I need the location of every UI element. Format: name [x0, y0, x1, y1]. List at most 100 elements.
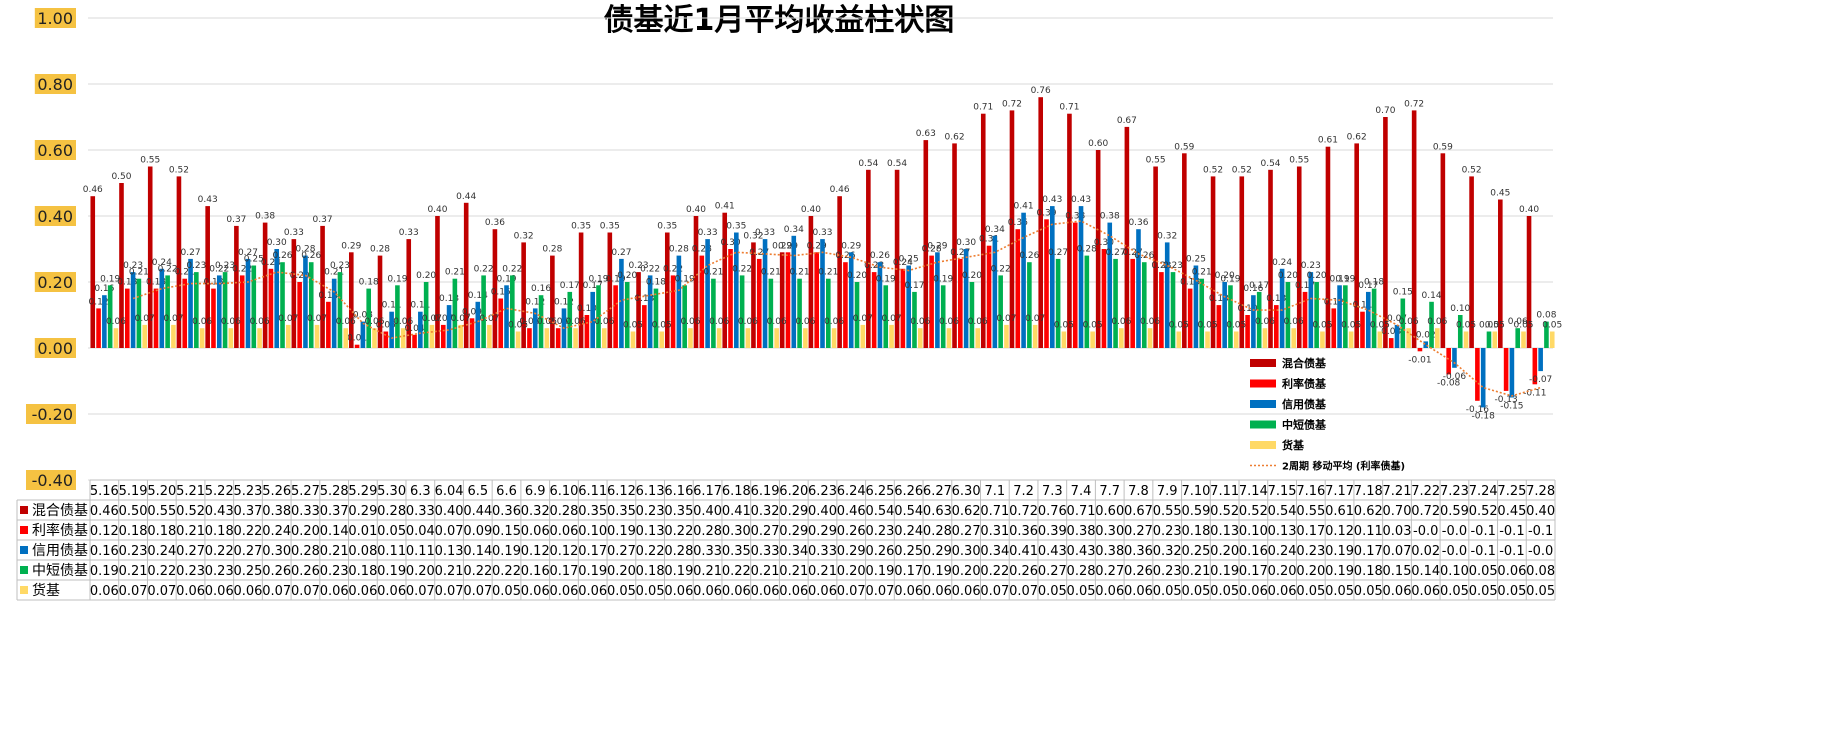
table-value: 0.41	[722, 504, 751, 519]
data-label: 0.19	[606, 274, 626, 284]
data-label: -0.11	[1523, 388, 1546, 398]
data-label: 0.54	[858, 159, 878, 169]
table-category: 7.3	[1042, 484, 1063, 499]
bar	[1509, 348, 1515, 398]
table-value: 0.06	[1124, 584, 1153, 599]
bar	[814, 252, 819, 348]
table-value: 0.05	[1067, 584, 1096, 599]
y-tick-label: -0.40	[32, 471, 73, 490]
table-value: 0.35	[578, 504, 607, 519]
bar	[1044, 219, 1049, 348]
table-value: 0.22	[492, 564, 521, 579]
bar	[774, 328, 779, 348]
table-value: 0.17	[578, 544, 607, 559]
bar	[1503, 348, 1509, 391]
bar	[1354, 143, 1359, 348]
data-label: 0.26	[301, 251, 321, 261]
data-label: 0.05	[652, 321, 672, 331]
bar	[1061, 331, 1067, 348]
table-value: -0.1	[1470, 544, 1495, 559]
bar	[584, 315, 590, 348]
bar	[406, 239, 412, 348]
table-value: 0.23	[205, 564, 234, 579]
table-value: 0.33	[406, 504, 435, 519]
data-label: 0.19	[1335, 274, 1355, 284]
data-label: 0.05	[1226, 321, 1246, 331]
table-value: 0.06	[923, 584, 952, 599]
bar	[1383, 117, 1388, 348]
bar	[440, 324, 446, 348]
table-value: 0.35	[607, 504, 636, 519]
bar	[337, 272, 343, 348]
table-value: 0.19	[1325, 544, 1354, 559]
table-series-name: 中短债基	[32, 562, 88, 579]
bar	[1164, 242, 1170, 348]
table-value: 0.26	[262, 564, 291, 579]
table-value: 0.54	[1268, 504, 1297, 519]
bar	[395, 285, 400, 348]
bar	[1314, 282, 1319, 348]
data-label: 0.16	[531, 284, 551, 294]
y-tick-highlight	[34, 272, 76, 292]
bar	[917, 328, 923, 348]
table-series-name: 混合债基	[32, 502, 88, 519]
table-value: 0.62	[952, 504, 981, 519]
bar	[274, 249, 280, 348]
bar	[1302, 291, 1308, 348]
bar	[877, 262, 883, 348]
data-label: 0.54	[1260, 159, 1280, 169]
bar	[745, 328, 751, 348]
bar	[762, 239, 768, 348]
data-label: 0.06	[393, 317, 413, 327]
table-value: 0.17	[1296, 524, 1325, 539]
table-value: 0.02	[1411, 544, 1440, 559]
data-label: 0.27	[1106, 248, 1126, 258]
bar	[205, 206, 210, 348]
data-label: 0.39	[1036, 208, 1056, 218]
data-label: 0.35	[571, 222, 591, 232]
data-label: 0.72	[1002, 99, 1022, 109]
legend-label: 货基	[1281, 438, 1305, 452]
table-value: 0.07	[463, 584, 492, 599]
table-value: 0.26	[1009, 564, 1038, 579]
data-label: 0.72	[1404, 99, 1424, 109]
bar	[291, 239, 297, 348]
table-value: 0.61	[1325, 504, 1354, 519]
data-label: 0.21	[703, 268, 723, 278]
data-label: 0.21	[175, 268, 195, 278]
data-label: 0.18	[1364, 278, 1384, 288]
table-value: 0.23	[1296, 544, 1325, 559]
bar	[182, 278, 188, 348]
bar	[785, 252, 791, 348]
bar	[659, 331, 665, 348]
table-value: 0.27	[234, 544, 263, 559]
data-label: 0.06	[221, 317, 241, 327]
bar	[1038, 97, 1044, 348]
table-value: 0.20	[952, 564, 981, 579]
table-value: 0.62	[1354, 504, 1383, 519]
table-value: 0.55	[1296, 504, 1325, 519]
table-value: 0.17	[549, 564, 578, 579]
bar	[521, 242, 526, 348]
data-label: 0.52	[169, 165, 189, 175]
data-label: 0.29	[927, 241, 947, 251]
bar	[234, 225, 239, 348]
data-label: 0.18	[646, 278, 666, 288]
data-label: 0.40	[801, 205, 821, 215]
bar	[1423, 341, 1429, 348]
table-value: 0.01	[348, 524, 377, 539]
data-label: 0.22	[158, 264, 178, 274]
table-value: 0.34	[779, 544, 808, 559]
data-label: 0.52	[1462, 165, 1482, 175]
table-value: 0.20	[406, 564, 435, 579]
data-label: 0.33	[284, 228, 304, 238]
table-category: 7.17	[1325, 484, 1354, 499]
data-label: 0.07	[163, 314, 183, 324]
table-category: 6.30	[952, 484, 981, 499]
table-category: 5.29	[348, 484, 377, 499]
data-label: 0.29	[341, 241, 361, 251]
table-value: 0.20	[291, 524, 320, 539]
table-value: 0.59	[1440, 504, 1469, 519]
bar	[940, 285, 946, 348]
